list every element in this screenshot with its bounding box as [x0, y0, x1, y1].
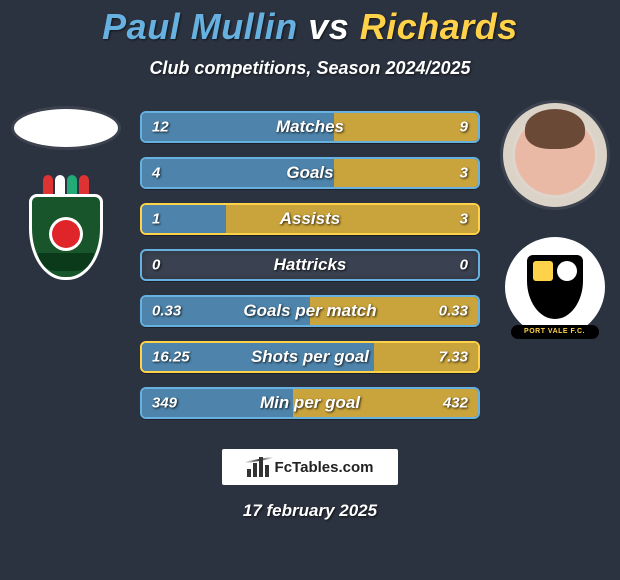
- stat-value-right: 7.33: [439, 349, 468, 366]
- stat-value-left: 0.33: [152, 303, 181, 320]
- left-column: [8, 103, 123, 287]
- player2-name: Richards: [360, 6, 518, 47]
- stat-label: Goals: [286, 163, 333, 183]
- stat-value-right: 3: [460, 211, 468, 228]
- stat-value-right: 3: [460, 165, 468, 182]
- player2-face-icon: [515, 115, 595, 195]
- stat-row: 4 3 Goals: [140, 157, 480, 189]
- footer-brand-text: FcTables.com: [275, 459, 374, 476]
- stat-row: 0.33 0.33 Goals per match: [140, 295, 480, 327]
- player2-club-badge: PORT VALE F.C.: [505, 237, 605, 337]
- stat-row: 16.25 7.33 Shots per goal: [140, 341, 480, 373]
- wrexham-shield-icon: [29, 194, 103, 280]
- stat-value-left: 16.25: [152, 349, 190, 366]
- footer-date: 17 february 2025: [0, 501, 620, 521]
- stat-value-left: 4: [152, 165, 160, 182]
- fctables-bars-icon: [247, 457, 271, 477]
- stat-value-left: 12: [152, 119, 169, 136]
- stat-label: Goals per match: [243, 301, 376, 321]
- stat-row: 0 0 Hattricks: [140, 249, 480, 281]
- vs-word: vs: [308, 6, 349, 47]
- stat-value-left: 349: [152, 395, 177, 412]
- right-column: PORT VALE F.C.: [497, 103, 612, 337]
- stat-value-left: 1: [152, 211, 160, 228]
- brand-main: Tables: [292, 459, 338, 476]
- portvale-ribbon: PORT VALE F.C.: [511, 325, 599, 339]
- comparison-content: PORT VALE F.C. 12 9 Matches 4 3 Goals 1 3 Assist…: [0, 111, 620, 419]
- stat-fill-right: [334, 113, 478, 141]
- stat-fill-right: [334, 159, 478, 187]
- player2-photo: [503, 103, 607, 207]
- stat-label: Assists: [280, 209, 340, 229]
- stat-value-right: 9: [460, 119, 468, 136]
- page-title: Paul Mullin vs Richards: [0, 0, 620, 48]
- brand-suffix: .com: [338, 459, 373, 476]
- player1-name: Paul Mullin: [102, 6, 298, 47]
- stat-value-right: 432: [443, 395, 468, 412]
- stat-fill-right: [226, 205, 478, 233]
- stat-label: Shots per goal: [251, 347, 369, 367]
- stat-value-right: 0: [460, 257, 468, 274]
- stat-row: 12 9 Matches: [140, 111, 480, 143]
- subtitle: Club competitions, Season 2024/2025: [0, 58, 620, 79]
- footer-brand[interactable]: FcTables.com: [222, 449, 398, 485]
- stat-value-right: 0.33: [439, 303, 468, 320]
- stat-label: Min per goal: [260, 393, 360, 413]
- portvale-shield-icon: [527, 255, 583, 319]
- player1-club-badge: [16, 187, 116, 287]
- stat-value-left: 0: [152, 257, 160, 274]
- stat-row: 1 3 Assists: [140, 203, 480, 235]
- wrexham-feathers-icon: [43, 175, 89, 195]
- brand-prefix: Fc: [275, 459, 293, 476]
- stat-label: Matches: [276, 117, 344, 137]
- player1-photo: [14, 109, 118, 147]
- stat-row: 349 432 Min per goal: [140, 387, 480, 419]
- stat-label: Hattricks: [274, 255, 347, 275]
- stat-rows: 12 9 Matches 4 3 Goals 1 3 Assists 0 0 Hattricks 0.3…: [140, 111, 480, 419]
